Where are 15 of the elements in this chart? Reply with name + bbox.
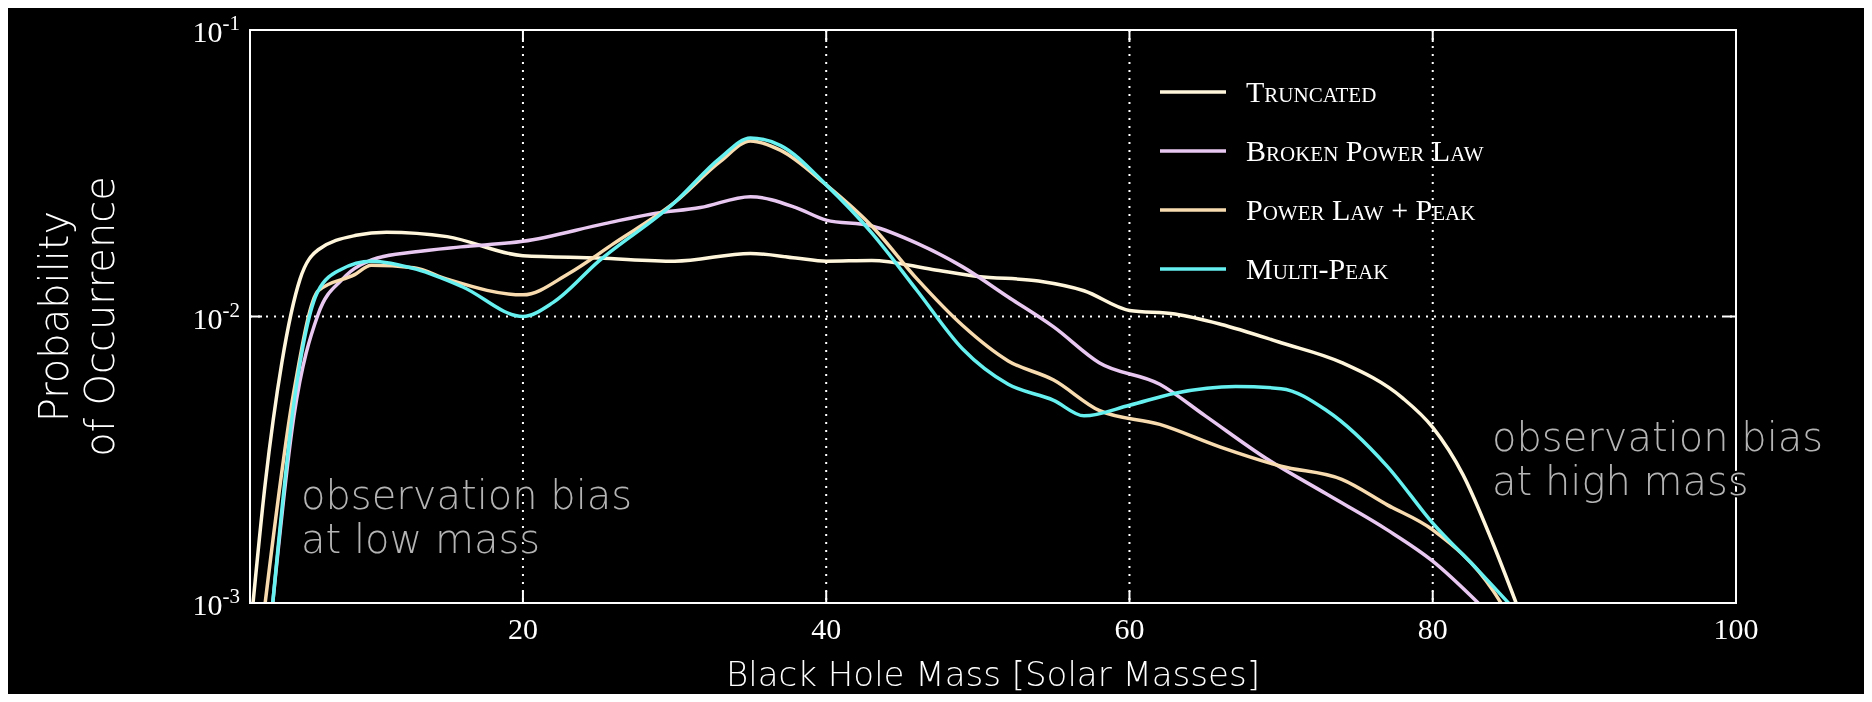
legend-label: Broken Power Law [1246, 134, 1484, 167]
x-tick-label: 40 [811, 612, 842, 645]
y-tick-label: 10$^{-1}$ [192, 11, 240, 48]
x-tick-label: 20 [507, 612, 538, 645]
x-axis-title: Black Hole Mass [Solar Masses] [726, 654, 1260, 694]
y-axis-title: Probability of Occurrence [31, 176, 123, 457]
legend-label: Multi-Peak [1246, 252, 1389, 285]
y-tick-label: 10$^{-3}$ [192, 584, 240, 621]
y-tick-label: 10$^{-2}$ [192, 297, 240, 335]
x-tick-label: 80 [1417, 612, 1448, 645]
annotation: observation bias at low mass [301, 472, 633, 562]
x-tick-label: 60 [1114, 612, 1145, 645]
legend-label: Power Law + Peak [1246, 193, 1476, 226]
x-tick-label: 100 [1713, 612, 1759, 645]
legend-label: Truncated [1246, 75, 1377, 108]
